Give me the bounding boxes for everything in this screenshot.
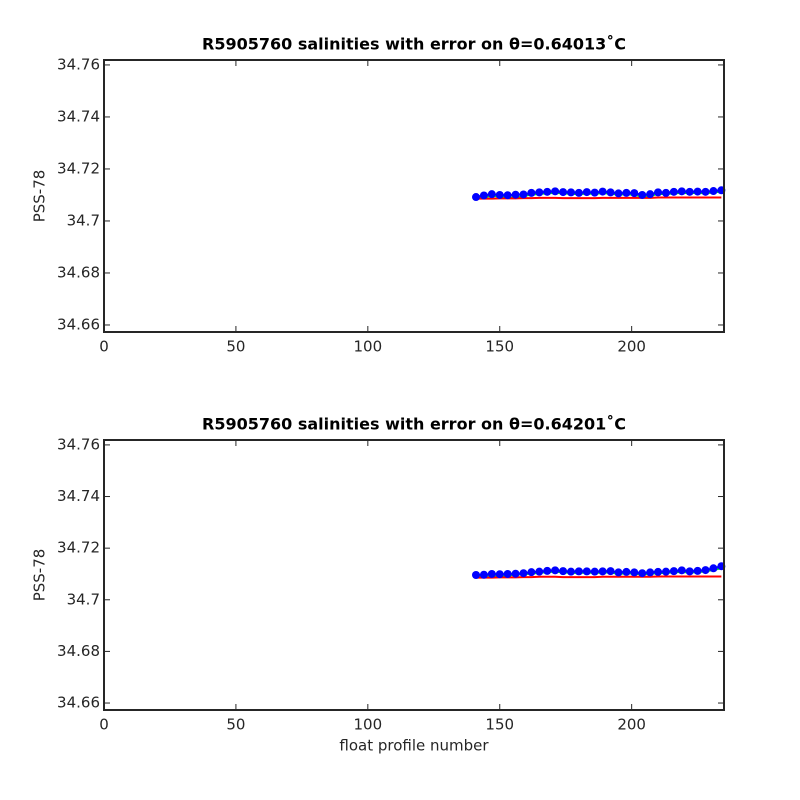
y-tick-label: 34.7 <box>67 211 100 229</box>
data-point <box>519 569 528 578</box>
x-tick-label: 50 <box>226 716 245 734</box>
data-point <box>535 567 544 576</box>
data-point <box>654 567 663 576</box>
data-point <box>519 190 528 199</box>
data-point <box>590 567 599 576</box>
axes-box <box>103 59 725 333</box>
series-line <box>476 196 722 200</box>
data-point <box>472 193 480 202</box>
data-point <box>511 569 520 578</box>
y-tick-label: 34.72 <box>57 539 100 557</box>
y-tick-label: 34.72 <box>57 159 100 177</box>
data-point <box>638 190 647 199</box>
data-point <box>693 566 702 575</box>
x-tick-label: 150 <box>485 338 514 356</box>
data-point <box>574 188 583 197</box>
data-point <box>669 187 678 196</box>
data-point <box>574 567 583 576</box>
data-point <box>669 567 678 576</box>
data-point <box>503 191 512 200</box>
x-tick-label: 150 <box>485 716 514 734</box>
y-tick-label: 34.68 <box>57 642 100 660</box>
x-tick-label: 0 <box>99 716 109 734</box>
data-point <box>511 190 520 199</box>
y-tick-label: 34.68 <box>57 263 100 281</box>
data-point <box>638 569 647 578</box>
data-point <box>606 188 615 197</box>
data-point <box>566 567 575 576</box>
data-point <box>559 188 568 197</box>
x-axis-label: float profile number <box>339 737 489 755</box>
data-point <box>606 567 615 576</box>
y-tick-label: 34.7 <box>67 590 100 608</box>
chart-title: R5905760 salinities with error on θ=0.64… <box>202 415 626 434</box>
data-point <box>709 564 718 573</box>
x-tick-label: 0 <box>99 338 109 356</box>
data-point <box>472 571 480 579</box>
data-point <box>543 566 552 575</box>
data-point <box>527 568 536 577</box>
data-point <box>661 567 670 576</box>
data-point <box>535 188 544 197</box>
data-point <box>646 568 655 577</box>
data-point <box>614 568 623 577</box>
data-point <box>630 568 639 577</box>
y-axis-label: PSS-78 <box>31 170 49 223</box>
x-tick-label: 50 <box>226 338 245 356</box>
y-tick-label: 34.76 <box>57 435 100 453</box>
data-point <box>479 570 488 579</box>
axes-box <box>103 439 725 711</box>
y-tick-label: 34.76 <box>57 55 100 73</box>
y-tick-label: 34.66 <box>57 694 100 712</box>
data-point <box>495 570 504 579</box>
data-point <box>582 188 591 197</box>
data-point <box>685 187 694 196</box>
data-point <box>701 187 710 196</box>
data-point <box>654 188 663 197</box>
x-tick-label: 100 <box>354 716 383 734</box>
data-point <box>622 188 631 197</box>
data-point <box>503 569 512 578</box>
data-point <box>677 187 686 196</box>
data-point <box>614 189 623 198</box>
y-tick-label: 34.74 <box>57 487 100 505</box>
y-tick-label: 34.66 <box>57 315 100 333</box>
chart-title: R5905760 salinities with error on θ=0.64… <box>202 35 626 54</box>
x-tick-label: 200 <box>617 338 646 356</box>
data-point <box>709 187 718 196</box>
data-point <box>590 188 599 197</box>
data-point <box>543 187 552 196</box>
data-point <box>661 188 670 197</box>
data-point <box>551 566 560 575</box>
data-point <box>559 567 568 576</box>
data-point <box>487 190 496 199</box>
data-point <box>598 567 607 576</box>
data-point <box>527 188 536 197</box>
y-tick-label: 34.74 <box>57 107 100 125</box>
data-point <box>677 566 686 575</box>
data-point <box>622 567 631 576</box>
data-point <box>630 189 639 198</box>
data-point <box>479 191 488 200</box>
data-point <box>693 187 702 196</box>
data-point <box>582 567 591 576</box>
data-point <box>646 190 655 199</box>
data-point <box>598 187 607 196</box>
data-point <box>685 567 694 576</box>
series-line <box>476 575 722 579</box>
data-point <box>487 569 496 578</box>
x-tick-label: 100 <box>354 338 383 356</box>
data-point <box>495 190 504 199</box>
data-point <box>701 566 710 575</box>
data-point <box>566 188 575 197</box>
y-axis-label: PSS-78 <box>31 549 49 602</box>
x-tick-label: 200 <box>617 716 646 734</box>
data-point <box>551 187 560 196</box>
